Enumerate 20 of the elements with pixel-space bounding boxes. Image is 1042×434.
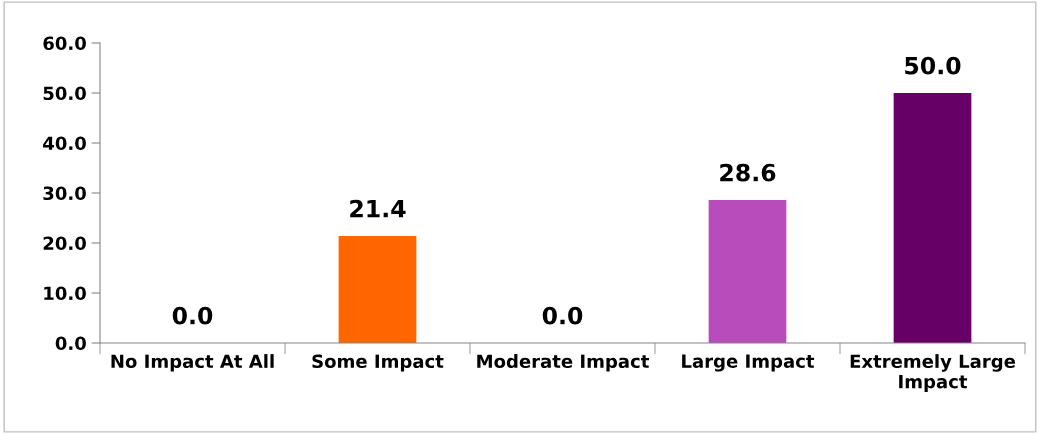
y-tick-label: 30.0 — [43, 186, 86, 201]
y-tick-label: 60.0 — [43, 36, 86, 51]
x-tick-label: No Impact At All — [111, 354, 274, 372]
y-tick-label: 0.0 — [55, 336, 86, 351]
data-label: 28.6 — [720, 163, 776, 182]
x-tick-label: Large Impact — [682, 354, 815, 372]
y-tick-label: 10.0 — [44, 286, 86, 301]
data-label: 50.0 — [905, 56, 961, 75]
x-tick-label: Moderate Impact — [477, 354, 649, 372]
y-tick-label: 40.0 — [43, 136, 86, 151]
data-label: 21.4 — [350, 199, 406, 218]
x-tick-label: Some Impact — [312, 354, 444, 372]
x-tick-label: Extremely Large Impact — [850, 354, 1016, 392]
data-label: 0.0 — [172, 306, 213, 325]
bar — [338, 236, 417, 343]
data-label: 0.0 — [542, 306, 583, 325]
y-tick-label: 50.0 — [43, 86, 86, 101]
bar — [708, 200, 787, 343]
bar — [893, 93, 972, 343]
y-tick-label: 20.0 — [43, 236, 86, 251]
